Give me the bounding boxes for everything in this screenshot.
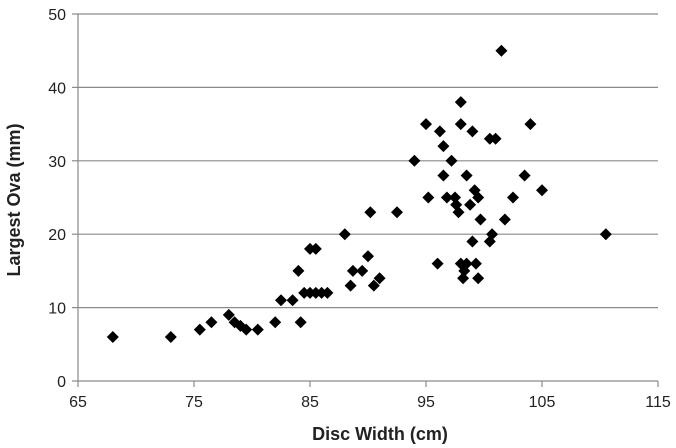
- data-point: [269, 316, 282, 329]
- x-tick-label: 65: [69, 394, 87, 411]
- y-tick-label: 40: [48, 80, 66, 97]
- data-point: [286, 294, 299, 307]
- data-point: [321, 286, 334, 299]
- data-point: [420, 118, 432, 131]
- data-point: [445, 154, 458, 167]
- data-point: [437, 169, 450, 182]
- gridlines: [78, 13, 658, 309]
- data-point: [466, 235, 479, 248]
- data-point: [422, 191, 435, 204]
- x-tick-label: 85: [301, 394, 319, 411]
- data-point: [599, 228, 612, 241]
- data-point: [437, 140, 450, 153]
- data-point: [507, 191, 519, 204]
- data-point: [489, 132, 502, 145]
- data-point: [164, 331, 177, 343]
- data-point: [433, 125, 446, 138]
- tick-labels: 0 10 20 30 40 50 65 75 85 95 105 115: [48, 7, 671, 411]
- data-point: [292, 264, 305, 277]
- data-point: [440, 191, 453, 204]
- data-point: [251, 323, 264, 336]
- y-tick-label: 50: [48, 7, 66, 24]
- y-axis-title: Largest Ova (mm): [4, 123, 24, 276]
- data-point: [472, 191, 485, 204]
- data-point: [391, 206, 403, 219]
- axes: [72, 13, 659, 387]
- data-point: [222, 308, 235, 321]
- data-point: [464, 198, 477, 211]
- x-axis-title: Disc Width (cm): [312, 424, 448, 444]
- data-point: [454, 118, 467, 131]
- data-point: [240, 323, 253, 336]
- data-point: [449, 191, 461, 204]
- data-point: [466, 125, 479, 138]
- y-tick-label: 0: [57, 374, 66, 391]
- data-point: [309, 242, 322, 255]
- data-point: [524, 118, 537, 131]
- data-point: [495, 44, 508, 57]
- data-point: [460, 169, 473, 182]
- data-point: [294, 316, 307, 329]
- x-tick-label: 105: [529, 394, 556, 411]
- data-point: [431, 257, 444, 270]
- data-point: [460, 257, 473, 270]
- data-point: [373, 272, 386, 285]
- data-point: [356, 264, 369, 277]
- data-point: [536, 184, 548, 197]
- x-tick-label: 115: [645, 394, 671, 411]
- data-point: [498, 213, 511, 226]
- data-point: [346, 264, 359, 277]
- data-point: [472, 272, 485, 285]
- data-point: [344, 279, 357, 292]
- data-point: [518, 169, 531, 182]
- data-points: [106, 44, 612, 343]
- data-point: [367, 279, 380, 292]
- data-point: [275, 294, 287, 307]
- data-point: [362, 250, 374, 263]
- data-point: [486, 228, 499, 241]
- y-tick-label: 20: [48, 227, 66, 244]
- data-point: [338, 228, 351, 241]
- y-tick-label: 30: [48, 154, 66, 171]
- data-point: [469, 257, 482, 270]
- data-point: [474, 213, 487, 226]
- data-point: [205, 316, 218, 329]
- data-point: [193, 323, 206, 336]
- x-tick-label: 75: [185, 394, 203, 411]
- data-point: [364, 206, 377, 219]
- data-point: [106, 331, 119, 343]
- data-point: [457, 272, 470, 285]
- x-tick-label: 95: [417, 394, 435, 411]
- y-tick-label: 10: [48, 301, 66, 318]
- data-point: [452, 206, 465, 219]
- data-point: [454, 96, 467, 109]
- data-point: [408, 154, 421, 167]
